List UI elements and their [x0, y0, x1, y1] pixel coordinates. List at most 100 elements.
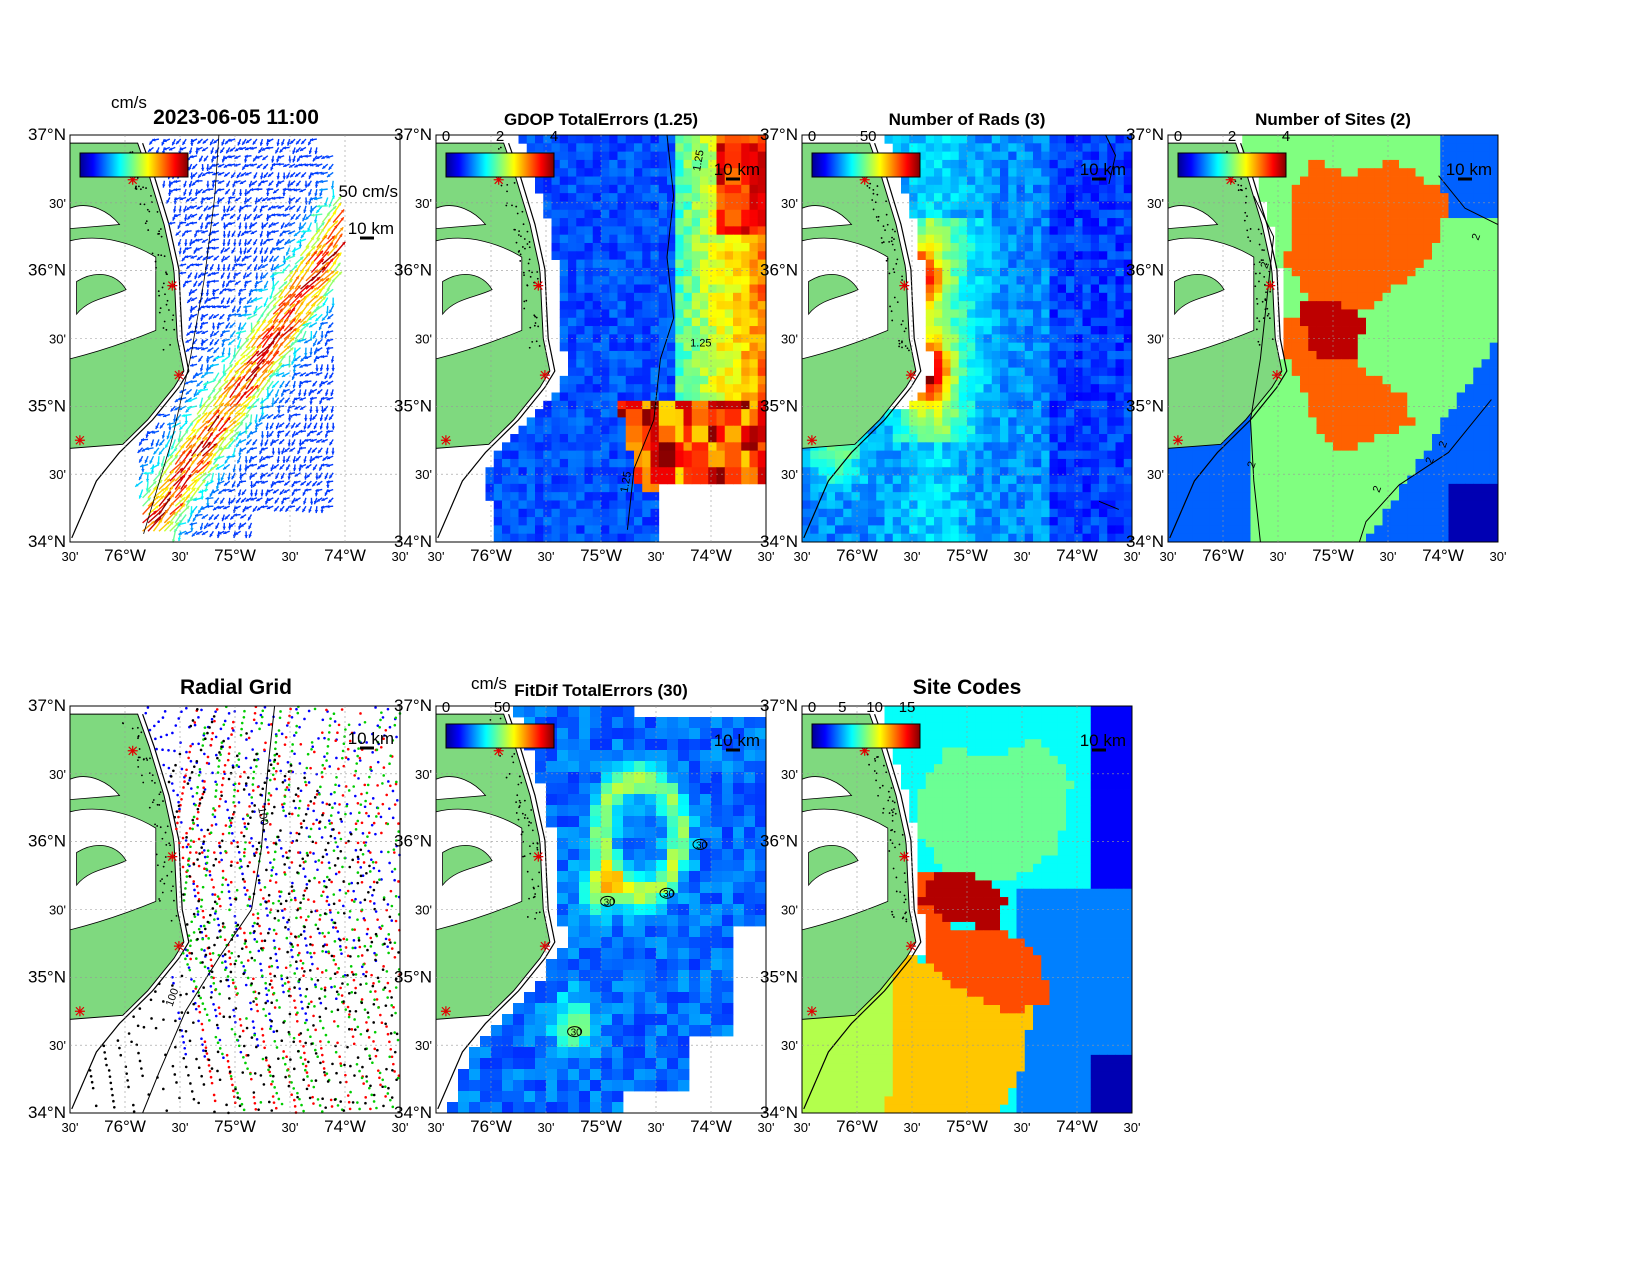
heat-cell	[1357, 301, 1367, 310]
heat-cell	[1415, 417, 1425, 427]
heat-cell	[502, 450, 511, 460]
heat-cell	[1324, 284, 1334, 294]
heat-cell	[741, 276, 750, 285]
radial-grid-point	[171, 731, 174, 735]
heat-cell	[526, 425, 536, 435]
heat-cell	[934, 434, 943, 443]
heat-cell	[1324, 409, 1334, 418]
heat-cell	[802, 483, 811, 493]
heat-cell	[642, 409, 651, 418]
heat-cell	[1489, 409, 1499, 418]
radar-site-marker	[1225, 174, 1236, 185]
heat-cell	[1049, 517, 1059, 526]
heat-cell	[1489, 450, 1499, 460]
heat-cell	[634, 242, 643, 252]
peninsula-land	[1174, 274, 1225, 316]
heat-cell	[1283, 384, 1293, 393]
heat-cell	[675, 242, 684, 252]
heat-cell	[1423, 276, 1433, 285]
heat-cell	[934, 218, 943, 227]
heat-cell	[543, 201, 552, 211]
heat-cell	[843, 458, 852, 468]
heat-cell	[576, 350, 585, 360]
heat-cell	[1432, 417, 1441, 427]
heat-cell	[1115, 483, 1125, 493]
radar-site-marker	[539, 370, 550, 381]
heat-cell	[1049, 284, 1059, 294]
heat-cell	[551, 508, 561, 518]
heat-cell	[958, 317, 968, 327]
heat-cell	[625, 292, 635, 302]
heat-cell	[1000, 475, 1009, 485]
heat-cell	[1291, 359, 1301, 368]
heat-cell	[1099, 201, 1108, 211]
coast-dot	[164, 831, 167, 834]
heat-cell	[625, 209, 635, 219]
heat-cell	[1016, 483, 1026, 493]
heat-cell	[892, 517, 902, 526]
coast-dot	[872, 208, 875, 211]
heat-cell	[691, 234, 701, 244]
heat-cell	[1308, 375, 1317, 385]
heat-cell	[749, 209, 759, 219]
heat-cell	[551, 193, 561, 202]
coast-dot	[527, 262, 530, 265]
radar-site-marker	[1271, 370, 1282, 381]
heat-cell	[683, 201, 693, 211]
heat-cell	[983, 384, 993, 393]
heat-cell	[708, 259, 717, 269]
heat-cell	[917, 251, 927, 260]
heat-cell	[934, 375, 943, 385]
heat-cell	[1333, 350, 1342, 360]
heat-cell	[950, 392, 960, 402]
heat-cell	[1176, 458, 1185, 468]
heat-cell	[733, 425, 742, 435]
heat-cell	[1300, 350, 1309, 360]
heat-cell	[1291, 467, 1301, 476]
radial-grid-point	[247, 793, 251, 796]
heat-cell	[1382, 409, 1392, 418]
heat-cell	[901, 525, 910, 535]
heat-cell	[551, 500, 561, 510]
heat-cell	[601, 434, 610, 443]
heat-cell	[1082, 267, 1092, 277]
heat-cell	[625, 367, 635, 377]
heat-cell	[559, 533, 569, 543]
heat-cell	[1407, 400, 1416, 410]
heat-cell	[1432, 176, 1441, 186]
coast-dot	[531, 340, 534, 343]
heat-cell	[1489, 500, 1499, 510]
heat-cell	[975, 434, 984, 443]
heat-cell	[716, 442, 726, 452]
heat-cell	[1275, 392, 1284, 402]
heat-cell	[642, 442, 651, 452]
heat-cell	[584, 193, 594, 202]
heat-cell	[942, 384, 951, 393]
heat-cell	[683, 342, 693, 352]
heat-cell	[1275, 226, 1284, 236]
heat-cell	[1357, 384, 1367, 393]
heat-cell	[716, 350, 726, 360]
heat-cell	[1308, 384, 1317, 393]
heat-cell	[1090, 375, 1100, 385]
heat-cell	[658, 475, 668, 485]
heat-cell	[1300, 508, 1309, 518]
heat-cell	[543, 176, 552, 186]
radial-grid-point	[211, 771, 214, 775]
heat-cell	[1041, 483, 1050, 493]
heat-cell	[592, 143, 602, 153]
heat-cell	[1341, 533, 1350, 543]
heat-cell	[559, 292, 569, 302]
heat-cell	[1390, 284, 1400, 294]
heat-cell	[1168, 450, 1177, 460]
heat-cell	[1049, 384, 1059, 393]
heat-cell	[683, 434, 693, 443]
heat-cell	[568, 193, 577, 202]
heat-cell	[1481, 309, 1491, 319]
heat-cell	[576, 326, 585, 335]
heat-cell	[1333, 450, 1342, 460]
coast-dot	[526, 230, 529, 233]
heat-cell	[1033, 317, 1042, 327]
heat-cell	[1000, 359, 1009, 368]
heat-cell	[1000, 500, 1009, 510]
